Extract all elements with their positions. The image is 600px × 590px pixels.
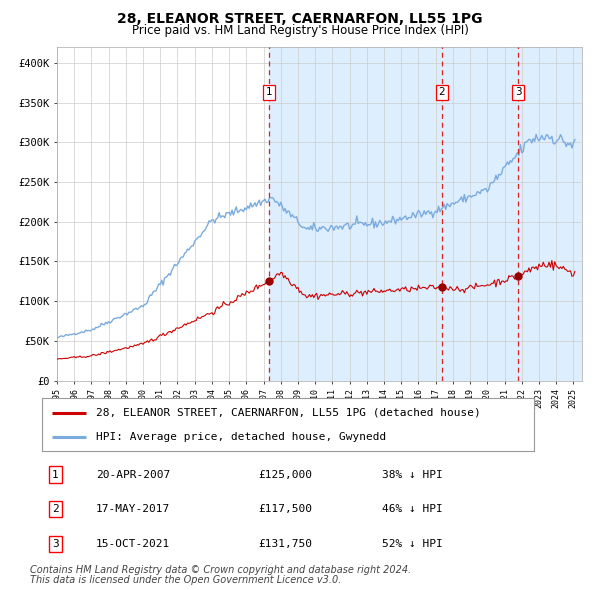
Text: 3: 3	[52, 539, 59, 549]
Text: 1: 1	[52, 470, 59, 480]
Text: This data is licensed under the Open Government Licence v3.0.: This data is licensed under the Open Gov…	[30, 575, 341, 585]
Text: 38% ↓ HPI: 38% ↓ HPI	[382, 470, 443, 480]
Text: 15-OCT-2021: 15-OCT-2021	[96, 539, 170, 549]
Text: £117,500: £117,500	[258, 504, 312, 514]
Text: 28, ELEANOR STREET, CAERNARFON, LL55 1PG: 28, ELEANOR STREET, CAERNARFON, LL55 1PG	[117, 12, 483, 26]
Bar	[269, 47, 590, 381]
Text: £131,750: £131,750	[258, 539, 312, 549]
Text: 46% ↓ HPI: 46% ↓ HPI	[382, 504, 443, 514]
Text: Contains HM Land Registry data © Crown copyright and database right 2024.: Contains HM Land Registry data © Crown c…	[30, 565, 411, 575]
Text: 52% ↓ HPI: 52% ↓ HPI	[382, 539, 443, 549]
Text: 3: 3	[515, 87, 521, 97]
Text: 2: 2	[52, 504, 59, 514]
Text: Price paid vs. HM Land Registry's House Price Index (HPI): Price paid vs. HM Land Registry's House …	[131, 24, 469, 37]
Text: HPI: Average price, detached house, Gwynedd: HPI: Average price, detached house, Gwyn…	[96, 432, 386, 442]
Text: £125,000: £125,000	[258, 470, 312, 480]
Text: 2: 2	[439, 87, 445, 97]
Text: 17-MAY-2017: 17-MAY-2017	[96, 504, 170, 514]
Text: 1: 1	[265, 87, 272, 97]
Text: 28, ELEANOR STREET, CAERNARFON, LL55 1PG (detached house): 28, ELEANOR STREET, CAERNARFON, LL55 1PG…	[96, 408, 481, 418]
Text: 20-APR-2007: 20-APR-2007	[96, 470, 170, 480]
